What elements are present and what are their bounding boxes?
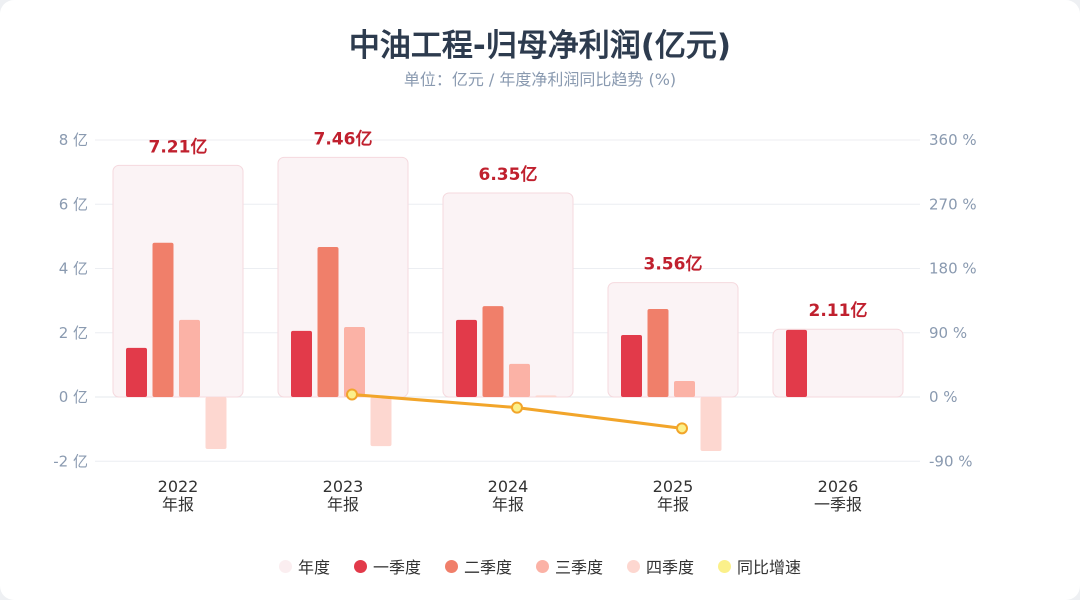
- x-tick-sublabel: 一季报: [814, 495, 862, 514]
- x-tick-label: 2024: [488, 477, 529, 496]
- legend-label: 四季度: [646, 558, 695, 577]
- y-tick-label: 2 亿: [59, 324, 88, 342]
- legend-label: 二季度: [463, 558, 512, 577]
- x-tick-label: 2026: [818, 477, 859, 496]
- y-tick-label: 0 亿: [59, 388, 88, 406]
- yoy-point: [346, 388, 358, 401]
- legend-label: 一季度: [372, 558, 421, 577]
- bar-二季度: [482, 306, 504, 397]
- legend-swatch: [353, 559, 367, 573]
- yoy-point: [676, 422, 688, 435]
- x-tick-label: 2022: [158, 477, 199, 496]
- legend-item[interactable]: 年度: [278, 554, 330, 578]
- bar-一季度: [456, 319, 477, 397]
- legend-swatch: [627, 559, 641, 573]
- y-tick-label: 8 亿: [59, 131, 88, 149]
- x-tick-sublabel: 年报: [492, 495, 524, 514]
- bar-三季度: [179, 319, 200, 397]
- y2-tick-label: 270 %: [929, 195, 977, 213]
- y2-tick-label: -90 %: [929, 452, 973, 470]
- y-tick-label: -2 亿: [53, 452, 88, 470]
- annual-label: 7.21亿: [149, 136, 208, 157]
- x-tick-sublabel: 年报: [162, 495, 194, 514]
- bar-四季度: [205, 397, 227, 450]
- bar-二季度: [647, 308, 669, 397]
- bar-二季度: [152, 242, 174, 397]
- legend-swatch: [444, 559, 458, 573]
- legend: 年度 一季度 二季度 三季度 四季度 同比增速: [0, 554, 1080, 578]
- legend-label: 同比增速: [737, 558, 802, 577]
- y2-tick-label: 360 %: [929, 131, 977, 149]
- x-tick-label: 2023: [323, 477, 364, 496]
- bar-一季度: [786, 329, 807, 397]
- y2-tick-label: 0 %: [929, 388, 958, 406]
- legend-swatch: [536, 559, 549, 573]
- bar-三季度: [344, 326, 365, 397]
- bar-三季度: [509, 363, 530, 397]
- yoy-point: [511, 401, 523, 414]
- annual-bar: [112, 164, 244, 398]
- legend-item[interactable]: 同比增速: [718, 554, 801, 578]
- bar-三季度: [674, 380, 695, 397]
- bar-四季度: [535, 395, 557, 397]
- legend-swatch: [718, 559, 732, 573]
- y2-tick-label: 180 %: [929, 260, 977, 278]
- annual-label: 3.56亿: [644, 254, 703, 275]
- legend-swatch: [278, 559, 292, 573]
- y-tick-label: 6 亿: [59, 195, 88, 213]
- x-tick-label: 2025: [653, 477, 694, 496]
- chart-title: 中油工程-归母净利润(亿元): [348, 28, 732, 64]
- legend-label: 年度: [297, 558, 330, 577]
- annual-label: 7.46亿: [314, 128, 373, 149]
- annual-label: 2.11亿: [809, 300, 868, 321]
- legend-item[interactable]: 三季度: [536, 554, 603, 578]
- legend-label: 三季度: [555, 558, 604, 577]
- legend-item[interactable]: 四季度: [627, 554, 694, 578]
- bar-四季度: [370, 397, 392, 447]
- x-tick-sublabel: 年报: [657, 495, 689, 514]
- bar-一季度: [621, 334, 642, 397]
- bar-一季度: [291, 330, 312, 397]
- chart-subtitle: 单位：亿元 / 年度净利润同比趋势 (%): [403, 70, 677, 89]
- bar-四季度: [700, 397, 722, 451]
- y-tick-label: 4 亿: [59, 260, 88, 278]
- y2-tick-label: 90 %: [929, 324, 967, 342]
- legend-item[interactable]: 一季度: [353, 554, 421, 578]
- annual-label: 6.35亿: [479, 164, 538, 185]
- x-tick-sublabel: 年报: [327, 495, 359, 514]
- bar-一季度: [126, 347, 147, 397]
- bar-二季度: [317, 246, 339, 397]
- legend-item[interactable]: 二季度: [444, 554, 512, 578]
